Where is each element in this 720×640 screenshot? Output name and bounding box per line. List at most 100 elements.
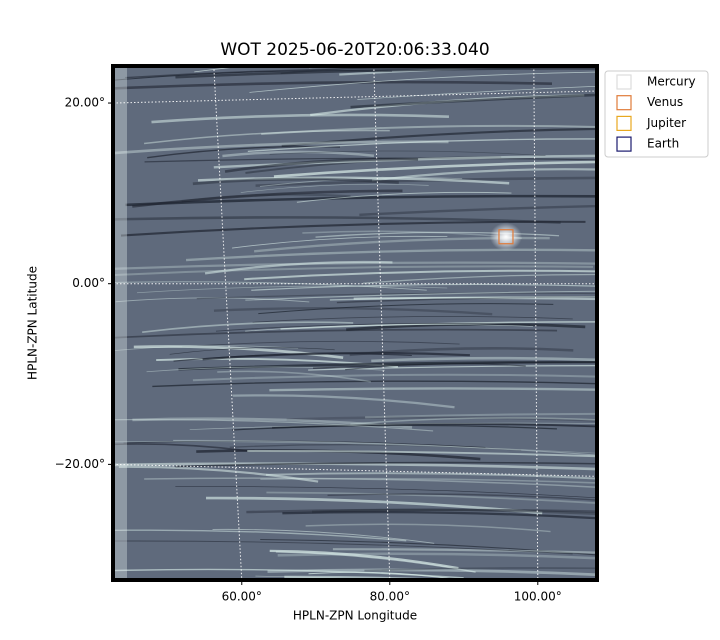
streak [175, 486, 597, 499]
streak [212, 528, 435, 544]
streak [196, 292, 597, 300]
streak [125, 194, 597, 207]
streak [217, 370, 371, 383]
streak [182, 340, 460, 348]
legend-label: Jupiter [646, 116, 686, 130]
streak [269, 549, 459, 570]
chart-title: WOT 2025-06-20T20:06:33.040 [220, 40, 489, 60]
streak [113, 281, 427, 291]
streak [240, 183, 429, 193]
streak [206, 496, 543, 515]
streak [175, 461, 597, 468]
streak [266, 491, 597, 505]
streak [178, 360, 597, 371]
streak [123, 440, 486, 448]
streak [113, 441, 597, 454]
streak [113, 443, 250, 452]
streak [255, 176, 597, 187]
x-tick-label: 80.00° [370, 590, 410, 604]
streak [232, 424, 557, 431]
streak [332, 548, 597, 554]
streak [313, 361, 597, 369]
streak [350, 417, 597, 425]
streak [258, 303, 554, 315]
streak [113, 265, 593, 277]
x-axis-label: HPLN-ZPN Longitude [293, 609, 417, 623]
streak [192, 177, 399, 186]
streak [252, 316, 573, 323]
streak [144, 477, 597, 489]
legend-swatch [616, 115, 632, 132]
streak [277, 552, 597, 560]
streak [346, 322, 586, 332]
streak [359, 204, 597, 217]
streak [113, 80, 553, 90]
streak [224, 157, 419, 173]
streak [371, 356, 597, 363]
legend-swatch [616, 136, 632, 152]
streak [113, 328, 558, 339]
planet-marker [498, 229, 514, 245]
streak [192, 373, 597, 382]
streak [249, 71, 597, 93]
image [113, 66, 597, 595]
streak [305, 523, 551, 533]
streak [113, 529, 407, 542]
legend-label: Venus [647, 95, 683, 109]
streak [136, 285, 448, 294]
streak [244, 269, 597, 281]
x-tick-label: 60.00° [222, 590, 262, 604]
streak [152, 380, 597, 388]
streak [251, 283, 597, 291]
streak [269, 387, 597, 392]
source-glow [489, 222, 522, 251]
streak [247, 450, 597, 458]
streak [202, 351, 470, 361]
frame [111, 64, 599, 582]
streak [215, 323, 531, 332]
streak [247, 138, 597, 153]
streak [246, 508, 597, 514]
streak [213, 307, 493, 316]
y-axis-label: HPLN-ZPN Latitude [26, 266, 40, 380]
streak [113, 462, 597, 471]
streak [245, 290, 597, 301]
streak [113, 418, 434, 432]
y-tick-label: −20.00° [55, 457, 105, 471]
streak [169, 347, 335, 355]
streak [185, 248, 597, 262]
streak [371, 168, 597, 182]
streak [296, 191, 512, 203]
streak [308, 365, 597, 371]
bright-edge [113, 66, 127, 580]
legend [604, 70, 709, 158]
streak [357, 85, 597, 100]
streak [204, 260, 393, 275]
streak [365, 412, 597, 419]
streak [308, 571, 460, 580]
streak [362, 273, 597, 284]
streak [113, 70, 392, 81]
streak [364, 567, 597, 572]
streak [118, 465, 319, 483]
streak [120, 220, 586, 237]
grid-line [533, 66, 539, 580]
streak [132, 189, 403, 208]
streak [189, 422, 597, 430]
streak [197, 176, 510, 185]
streak [142, 321, 354, 333]
streak [280, 321, 597, 330]
x-tick-label: 100.00° [514, 590, 562, 604]
streak [260, 538, 597, 556]
streak [282, 511, 597, 520]
streak [269, 150, 546, 156]
streak [151, 113, 450, 124]
streak [301, 582, 549, 591]
streak [232, 394, 455, 409]
grid-line [113, 90, 597, 104]
legend-swatch [616, 95, 632, 111]
streak [175, 589, 392, 595]
streak [327, 493, 597, 501]
streak [350, 93, 597, 109]
legend-swatch [616, 74, 632, 90]
